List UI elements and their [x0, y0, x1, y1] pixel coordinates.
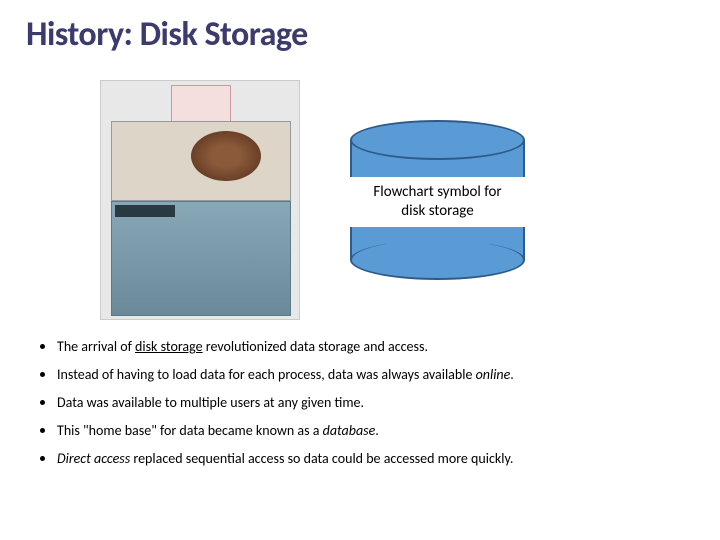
bullet-text: Direct access replaced sequential access…	[57, 450, 513, 467]
bullet-text: Data was available to multiple users at …	[57, 394, 364, 411]
bullet-term: Direct access	[57, 450, 130, 467]
bullet-dot-icon	[40, 428, 45, 433]
content-row: Flowchart symbol for disk storage	[100, 80, 525, 320]
bullet-pre: Data was available to multiple users at …	[57, 394, 364, 411]
bullet-post: .	[375, 422, 379, 439]
bullet-text: The arrival of disk storage revolutioniz…	[57, 338, 428, 355]
photo-disk-platter	[191, 131, 261, 181]
photo-cabinet	[111, 201, 291, 316]
bullet-dot-icon	[40, 344, 45, 349]
bullet-post: revolutionized data storage and access.	[203, 338, 428, 355]
flowchart-cylinder-symbol: Flowchart symbol for disk storage	[350, 120, 525, 280]
cylinder-label-line1: Flowchart symbol for	[373, 183, 501, 201]
disk-drive-photo	[100, 80, 300, 320]
bullet-text: This "home base" for data became known a…	[57, 422, 379, 439]
bullet-post: replaced sequential access so data could…	[130, 450, 513, 467]
bullet-dot-icon	[40, 456, 45, 461]
bullet-term: database	[323, 422, 376, 439]
bullet-list: The arrival of disk storage revolutioniz…	[40, 338, 680, 478]
cylinder-bottom-ellipse	[350, 240, 525, 280]
slide-title: History: Disk Storage	[26, 14, 308, 55]
bullet-item: Instead of having to load data for each …	[40, 366, 680, 383]
bullet-item: The arrival of disk storage revolutioniz…	[40, 338, 680, 355]
bullet-item: This "home base" for data became known a…	[40, 422, 680, 439]
bullet-term: online	[476, 366, 511, 383]
cylinder-label: Flowchart symbol for disk storage	[350, 177, 525, 227]
bullet-term: disk storage	[135, 338, 203, 355]
bullet-pre: Instead of having to load data for each …	[57, 366, 476, 383]
bullet-item: Data was available to multiple users at …	[40, 394, 680, 411]
bullet-item: Direct access replaced sequential access…	[40, 450, 680, 467]
bullet-dot-icon	[40, 400, 45, 405]
bullet-text: Instead of having to load data for each …	[57, 366, 514, 383]
bullet-post: .	[510, 366, 514, 383]
photo-control-panel	[115, 205, 175, 217]
bullet-dot-icon	[40, 372, 45, 377]
bullet-pre: This "home base" for data became known a…	[57, 422, 323, 439]
cylinder-top-ellipse	[350, 120, 525, 160]
bullet-pre: The arrival of	[57, 338, 135, 355]
cylinder-label-line2: disk storage	[401, 202, 473, 220]
